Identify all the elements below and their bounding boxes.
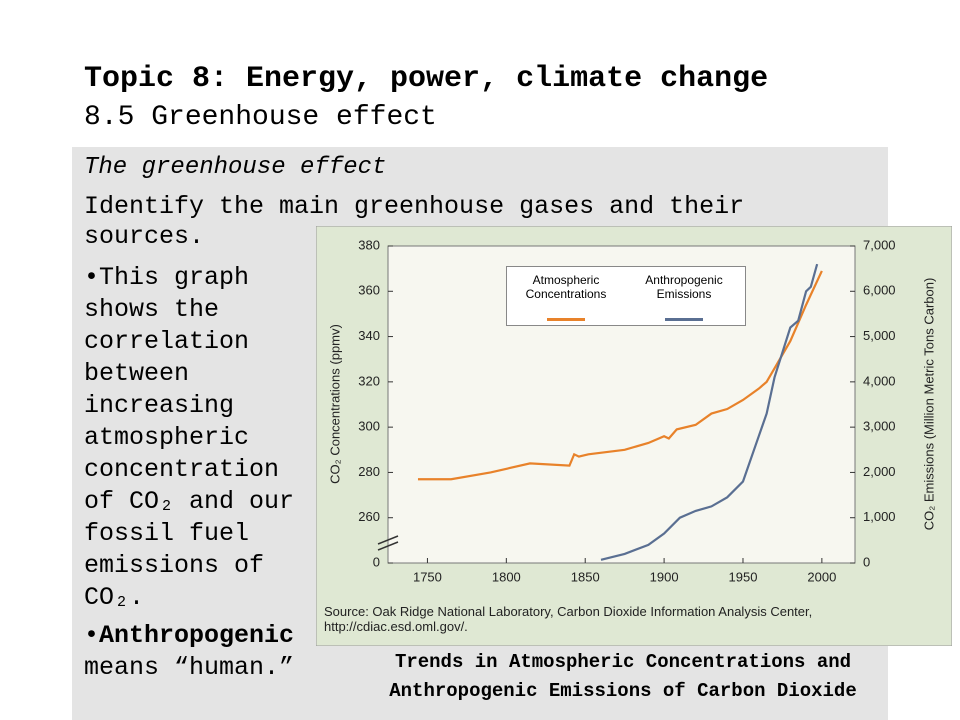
y-tick-label: 260 [358, 509, 380, 524]
y2-tick-label: 0 [863, 554, 870, 569]
x-tick-label: 1950 [729, 569, 758, 584]
x-tick-label: 1800 [492, 569, 521, 584]
break-mark [377, 541, 399, 551]
legend-swatch [547, 318, 585, 321]
y-tick-label: 300 [358, 419, 380, 434]
x-tick-label: 1850 [571, 569, 600, 584]
axis-break [377, 535, 399, 551]
x-tick-label: 1900 [650, 569, 679, 584]
chart: CO₂ Concentrations (ppmv) CO₂ Emissions … [316, 226, 952, 646]
legend-swatch [665, 318, 703, 321]
y-tick-label: 0 [373, 554, 380, 569]
x-tick-label: 2000 [807, 569, 836, 584]
y2-tick-label: 6,000 [863, 283, 896, 298]
slide-subtitle: 8.5 Greenhouse effect [84, 102, 437, 133]
y-tick-label: 340 [358, 328, 380, 343]
y-tick-label: 380 [358, 237, 380, 252]
y2-tick-label: 5,000 [863, 328, 896, 343]
series-line [600, 263, 819, 561]
bullet: •This graph shows the correlation betwee… [84, 263, 295, 612]
break-mark [377, 535, 399, 545]
source: Source: Oak Ridge National Laboratory, C… [324, 604, 813, 634]
y2-tick-label: 7,000 [863, 237, 896, 252]
legend-label: Anthropogenic Emissions [645, 273, 723, 301]
y2-axis-title: CO₂ Emissions (Million Metric Tons Carbo… [921, 278, 936, 531]
y-tick-label: 280 [358, 464, 380, 479]
y2-tick-label: 3,000 [863, 419, 896, 434]
y2-tick-label: 4,000 [863, 373, 896, 388]
heading: The greenhouse effect [84, 154, 387, 181]
bullet-bold: Anthropogenic [99, 621, 295, 650]
bullet-text: This graph shows the correlation between… [84, 263, 295, 612]
y-tick-label: 360 [358, 283, 380, 298]
y2-tick-label: 1,000 [863, 509, 896, 524]
objective: Identify the main greenhouse gases and t… [84, 192, 745, 251]
caption: Trends in Atmospheric Concentrations and… [389, 651, 857, 702]
legend: Atmospheric Concentrations Anthropogenic … [506, 266, 746, 326]
y2-tick-label: 2,000 [863, 464, 896, 479]
bullet-text: means “human.” [84, 653, 295, 682]
slide-title: Topic 8: Energy, power, climate change [84, 62, 769, 96]
bullet: •Anthropogenic means “human.” [84, 621, 295, 682]
series-line [417, 270, 823, 481]
y-tick-label: 320 [358, 373, 380, 388]
y-axis-title: CO₂ Concentrations (ppmv) [327, 324, 342, 484]
legend-label: Atmospheric Concentrations [525, 273, 607, 301]
x-tick-label: 1750 [413, 569, 442, 584]
